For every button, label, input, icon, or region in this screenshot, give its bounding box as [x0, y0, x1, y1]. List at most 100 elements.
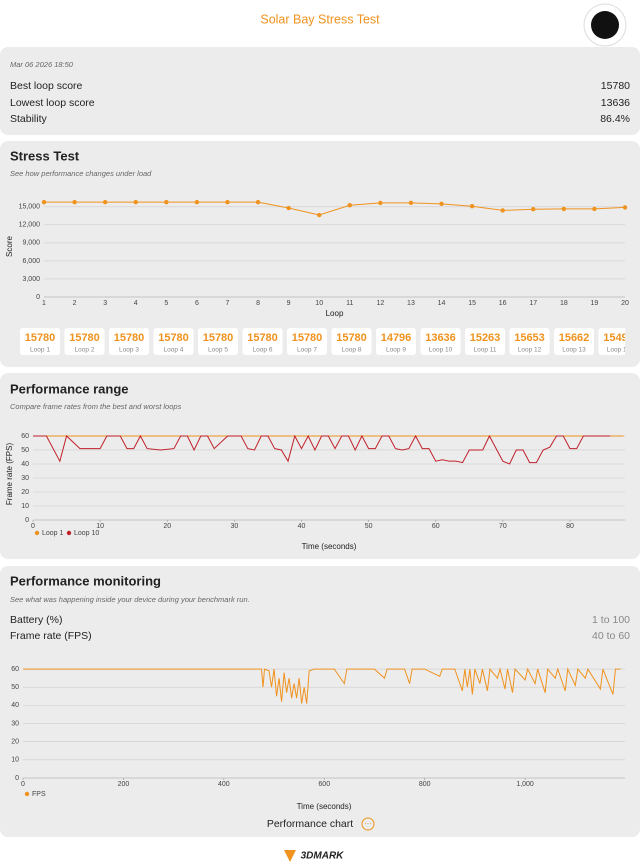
y-tick-label: 0 — [36, 294, 40, 301]
y-tick-label: 20 — [11, 739, 19, 746]
x-tick-label: 2 — [73, 300, 77, 307]
y-tick-label: 30 — [11, 720, 19, 727]
range-card — [0, 373, 640, 559]
point — [561, 206, 567, 212]
x-tick-label: 14 — [438, 300, 446, 307]
loop-card — [331, 328, 372, 355]
loop-score: 15780 — [203, 332, 234, 344]
series-line — [44, 201, 626, 216]
x-tick-label: 1,000 — [516, 781, 534, 788]
y-tick-label: 0 — [25, 517, 29, 524]
legend-swatch — [34, 530, 40, 536]
x-axis-label: Time (seconds) — [297, 802, 352, 811]
x-tick-label: 8 — [256, 300, 260, 307]
x-axis-label: Loop — [326, 309, 344, 318]
y-tick-label: 9,000 — [22, 240, 40, 247]
point — [72, 199, 77, 205]
stress-card — [0, 141, 640, 367]
chart-button[interactable]: Performance chart — [267, 818, 353, 830]
section-subtitle: Compare frame rates from the best and wo… — [10, 402, 182, 411]
y-tick-label: 3,000 — [22, 276, 40, 283]
loop-score: 15780 — [247, 332, 278, 344]
summary-label: Best loop score — [10, 80, 83, 92]
x-tick-label: 80 — [566, 523, 574, 530]
x-tick-label: 12 — [376, 300, 384, 307]
x-tick-label: 400 — [218, 781, 230, 788]
x-tick-label: 600 — [318, 781, 330, 788]
x-tick-label: 5 — [164, 300, 168, 307]
loop-label: Loop 6 — [253, 347, 273, 354]
loop-label: Loop 9 — [386, 347, 406, 354]
y-tick-label: 10 — [21, 503, 29, 510]
loop-card — [598, 328, 625, 355]
y-axis-label: Frame rate (FPS) — [5, 443, 14, 506]
y-tick-label: 30 — [21, 475, 29, 482]
loop-card — [198, 328, 238, 355]
x-tick-label: 13 — [407, 300, 415, 307]
loop-label: Loop 14 — [607, 347, 631, 354]
point — [41, 199, 47, 205]
loop-score: 15780 — [69, 332, 100, 344]
x-tick-label: 16 — [499, 300, 507, 307]
loop-label: Loop 7 — [297, 347, 317, 354]
x-tick-label: 17 — [529, 300, 537, 307]
point — [255, 199, 261, 205]
point — [164, 199, 169, 205]
metric-label: Battery (%) — [10, 614, 63, 626]
loop-label: Loop 1 — [30, 347, 50, 354]
loop-score: 14796 — [381, 332, 412, 344]
loop-score: 15653 — [514, 332, 545, 344]
point — [347, 203, 352, 208]
brand: 3DMARK — [301, 851, 345, 862]
summary-value: 15780 — [601, 80, 630, 92]
y-tick-label: 6,000 — [22, 258, 40, 265]
point — [102, 199, 108, 205]
loop-score: 15263 — [470, 332, 501, 344]
summary-label: Lowest loop score — [10, 97, 95, 109]
point — [286, 205, 291, 211]
legend-label: FPS — [32, 791, 46, 798]
loop-score: 15780 — [292, 332, 323, 344]
loop-score: 15780 — [336, 332, 367, 344]
point — [622, 205, 628, 210]
y-tick-label: 40 — [11, 702, 19, 709]
loop-card — [20, 328, 60, 355]
summary-value: 13636 — [601, 97, 630, 109]
point — [592, 206, 597, 212]
x-tick-label: 30 — [230, 523, 238, 530]
metric-value: 40 to 60 — [592, 630, 630, 642]
loop-label: Loop 13 — [562, 347, 586, 354]
metric-label: Frame rate (FPS) — [10, 630, 92, 642]
x-tick-label: 20 — [621, 300, 629, 307]
y-tick-label: 12,000 — [19, 222, 41, 229]
point — [469, 204, 475, 209]
x-tick-label: 6 — [195, 300, 199, 307]
summary-value: 86.4% — [600, 113, 630, 125]
loop-score: 15780 — [114, 332, 145, 344]
more-icon[interactable] — [361, 817, 375, 831]
y-tick-label: 50 — [21, 447, 29, 454]
loop-card — [465, 328, 505, 355]
series-line — [33, 434, 611, 465]
x-tick-label: 11 — [346, 300, 353, 307]
loop-label: Loop 10 — [429, 347, 453, 354]
section-title: Performance monitoring — [10, 573, 161, 588]
metric-value: 1 to 100 — [592, 614, 630, 626]
x-tick-label: 4 — [134, 300, 138, 307]
x-tick-label: 200 — [118, 781, 130, 788]
loop-card — [509, 328, 550, 355]
x-tick-label: 0 — [31, 523, 35, 530]
x-tick-label: 1 — [42, 300, 46, 307]
loop-card — [420, 328, 461, 355]
brand-logo — [284, 850, 296, 862]
legend-label: Loop 1 — [42, 530, 64, 537]
section-title: Performance range — [10, 381, 129, 396]
point — [531, 207, 536, 212]
loop-label: Loop 8 — [342, 347, 362, 354]
loop-score: 15780 — [25, 332, 56, 344]
loop-card — [64, 328, 105, 355]
loop-score: 13636 — [425, 332, 456, 344]
x-tick-label: 70 — [499, 523, 507, 530]
y-tick-label: 10 — [11, 757, 19, 764]
